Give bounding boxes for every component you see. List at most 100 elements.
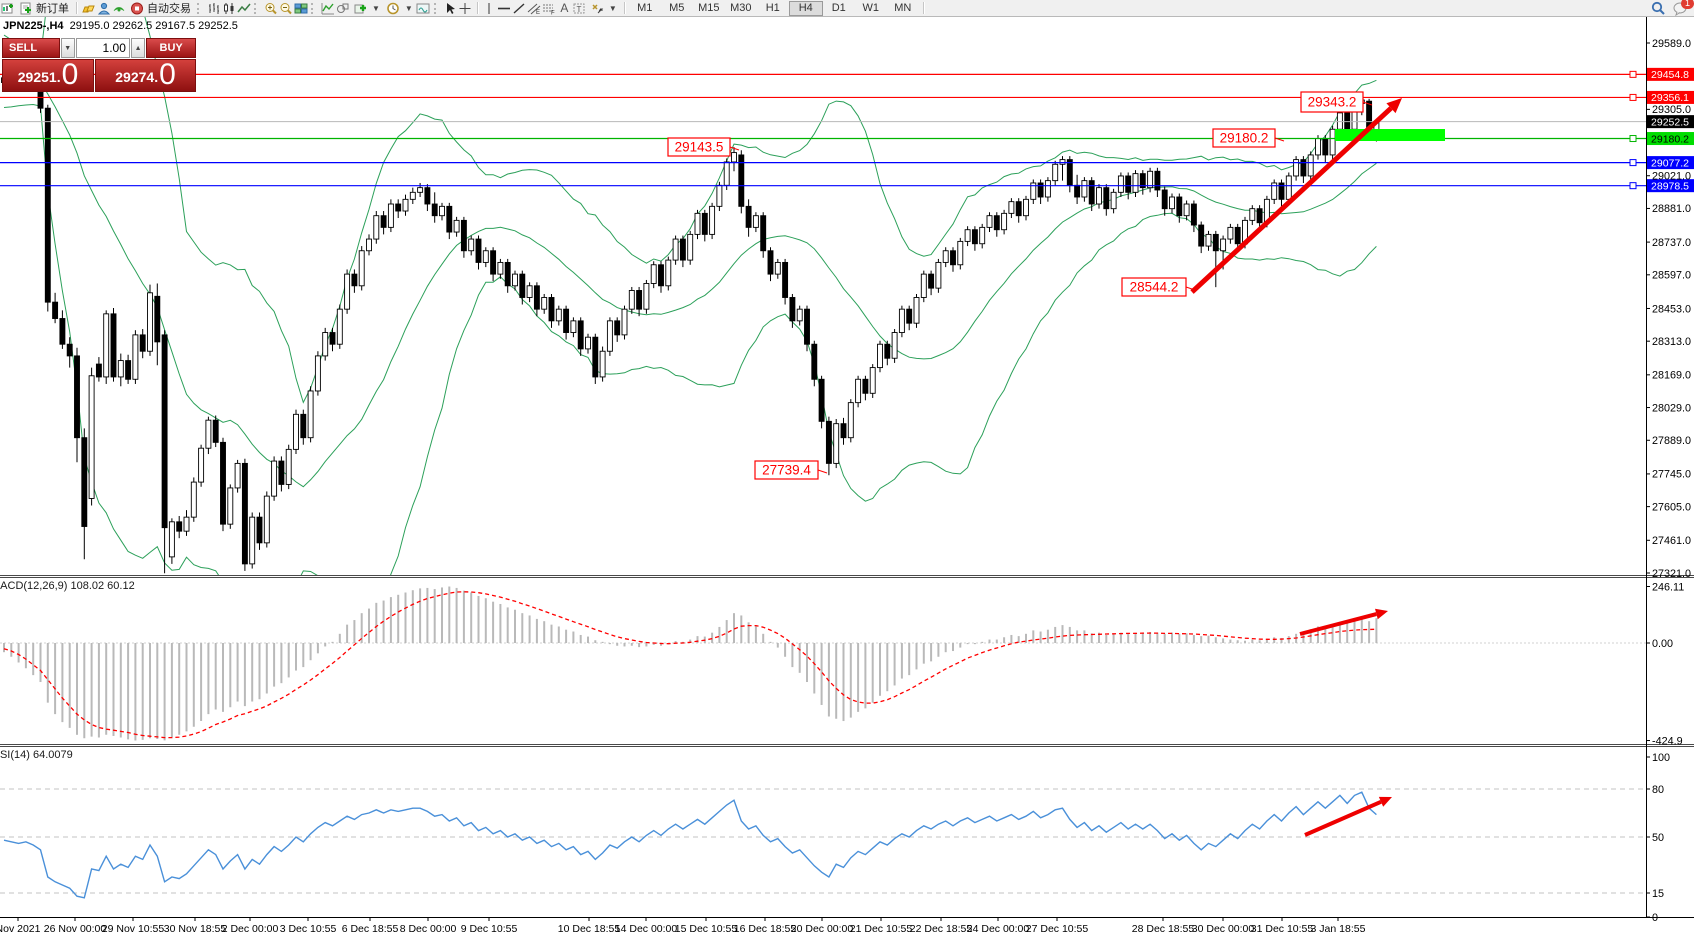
autotrade-icon xyxy=(129,1,144,15)
rsi-scale-label: 100 xyxy=(1652,752,1670,764)
trend-arrow-head xyxy=(1378,796,1392,807)
annotation-box xyxy=(754,460,819,480)
timeframe-button-d1[interactable]: D1 xyxy=(831,2,846,14)
objects-icon[interactable] xyxy=(335,1,350,15)
rsi-line xyxy=(3,791,1377,899)
new-order-button[interactable]: 新订单 xyxy=(15,1,72,16)
tile-windows-icon[interactable] xyxy=(293,1,308,15)
new-chart-icon[interactable] xyxy=(0,1,15,15)
time-tick-label: 8 Dec 00:00 xyxy=(400,923,457,935)
macd-signal-line xyxy=(3,591,1377,739)
green-highlight-band xyxy=(1335,129,1445,141)
price-tick-label: 28737.0 xyxy=(1652,237,1691,249)
add-indicator-dropdown[interactable]: ▼ xyxy=(350,1,383,16)
trend-arrow-shaft xyxy=(1190,106,1393,294)
time-tick-label: 14 Dec 00:00 xyxy=(615,923,678,935)
price-tick-label: 29589.0 xyxy=(1652,38,1691,50)
price-axis: 29589.0 29305.0 29021.0 28881.0 28737.0 28597… xyxy=(1646,38,1691,924)
templates-icon[interactable] xyxy=(416,1,431,15)
time-tick-label: 26 Nov 00:00 xyxy=(44,923,107,935)
volume-input[interactable] xyxy=(75,38,130,58)
autotrade-button[interactable]: 自动交易 xyxy=(126,1,194,16)
timeframe-button-h4[interactable]: H4 xyxy=(788,0,823,16)
price-tick-label: 28313.0 xyxy=(1652,336,1691,348)
time-tick-label: 9 Dec 10:55 xyxy=(461,923,518,935)
time-tick-label: 22 Dec 18:55 xyxy=(910,923,973,935)
arrows-dropdown[interactable]: ▼ xyxy=(587,1,620,16)
timeframe-button-m30[interactable]: M30 xyxy=(730,2,752,14)
price-tick-label: 27745.0 xyxy=(1652,469,1691,481)
chart-frame-lines xyxy=(0,17,1694,918)
volume-increase-button[interactable]: ▲ xyxy=(130,38,146,58)
time-tick-label: 2 Dec 00:00 xyxy=(222,923,279,935)
label-icon[interactable]: T xyxy=(572,1,587,15)
line-anchor-marker xyxy=(1629,93,1637,101)
line-anchor-marker xyxy=(1629,70,1637,78)
fibonacci-icon[interactable]: F xyxy=(542,1,557,15)
bar-chart-icon[interactable] xyxy=(206,1,221,15)
crosshair-icon[interactable] xyxy=(458,1,473,15)
time-tick-label: 30 Nov 18:55 xyxy=(164,923,227,935)
price-badge xyxy=(1647,115,1694,129)
time-tick-label: 6 Dec 18:55 xyxy=(342,923,399,935)
rsi-indicator-label: RSI(14) 64.0079 xyxy=(0,749,73,761)
chat-icon[interactable]: 1 xyxy=(1673,0,1694,16)
gold-icon[interactable] xyxy=(81,1,96,15)
notification-badge: 1 xyxy=(1681,0,1694,9)
buy-price-pips: 0 xyxy=(159,58,176,91)
price-tick-label: 28169.0 xyxy=(1652,370,1691,382)
timeframe-button-m5[interactable]: M5 xyxy=(669,2,685,14)
volume-decrease-button[interactable]: ▼ xyxy=(60,38,75,58)
new-order-icon xyxy=(18,1,33,15)
annotation-box xyxy=(1212,128,1276,148)
bollinger-bands xyxy=(3,17,1377,575)
timeframe-button-m15[interactable]: M15 xyxy=(698,2,720,14)
community-icon[interactable] xyxy=(96,1,111,15)
zoom-in-icon[interactable] xyxy=(263,1,278,15)
indicators-icon[interactable] xyxy=(320,1,335,15)
search-icon[interactable] xyxy=(1650,1,1665,15)
one-click-trading-panel: SELL ▼ ▲ BUY 29251.0 29274.0 xyxy=(2,38,196,92)
time-tick-label: 29 Nov 10:55 xyxy=(102,923,165,935)
vertical-line-icon[interactable] xyxy=(482,1,497,15)
rsi-current-value: 64.0079 xyxy=(32,749,73,761)
trendline-icon[interactable] xyxy=(512,1,527,15)
price-tick-label: 27889.0 xyxy=(1652,435,1691,447)
price-tick-label: 29305.0 xyxy=(1652,104,1691,116)
timeframe-button-w1[interactable]: W1 xyxy=(862,2,880,14)
price-badge-text: 28978.5 xyxy=(1651,180,1689,192)
signals-icon[interactable] xyxy=(111,1,126,15)
sell-button[interactable]: SELL xyxy=(2,38,60,58)
candlestick-chart-icon[interactable] xyxy=(221,1,236,15)
timeframe-button-m1[interactable]: M1 xyxy=(637,2,653,14)
time-tick-label: 3 Jan 18:55 xyxy=(1311,923,1366,935)
sell-price-button[interactable]: 29251. 0 xyxy=(2,58,95,92)
line-anchor-marker xyxy=(1629,182,1637,190)
cursor-icon[interactable] xyxy=(443,1,458,15)
price-annotations: 29343.2 29180.2 29143.5 28544.2 27739.4 xyxy=(667,91,1373,480)
buy-button[interactable]: BUY xyxy=(146,38,196,58)
timeframe-toolbar: M1 M5 M15 M30 H1 H4 D1 W1 MN xyxy=(629,0,919,16)
periods-dropdown[interactable]: ▼ xyxy=(383,1,416,16)
add-indicator-icon xyxy=(353,1,368,15)
time-tick-label: 20 Dec 00:00 xyxy=(791,923,854,935)
timeframe-button-h1[interactable]: H1 xyxy=(765,2,780,14)
zoom-out-icon[interactable] xyxy=(278,1,293,15)
channel-icon[interactable]: E xyxy=(527,1,542,15)
sell-price-pips: 0 xyxy=(61,58,79,91)
line-chart-icon[interactable] xyxy=(236,1,251,15)
text-icon[interactable]: A xyxy=(560,1,569,15)
candles-layer xyxy=(1,70,1380,574)
macd-scale-label: -424.9 xyxy=(1652,735,1683,747)
timeframe-button-mn[interactable]: MN xyxy=(894,2,912,14)
macd-histogram xyxy=(3,586,1378,741)
price-badge-text: 29077.2 xyxy=(1651,157,1689,169)
rsi-scale-label: 15 xyxy=(1652,888,1664,900)
buy-price-button[interactable]: 29274. 0 xyxy=(95,59,196,92)
annotation-text: 28544.2 xyxy=(1130,280,1179,295)
bollinger-lower-band xyxy=(3,103,1377,575)
chart-ohlc-header: JPN225-,H4 29195.0 29262.5 29167.5 29252… xyxy=(3,20,238,32)
horizontal-line-icon[interactable] xyxy=(497,1,512,15)
